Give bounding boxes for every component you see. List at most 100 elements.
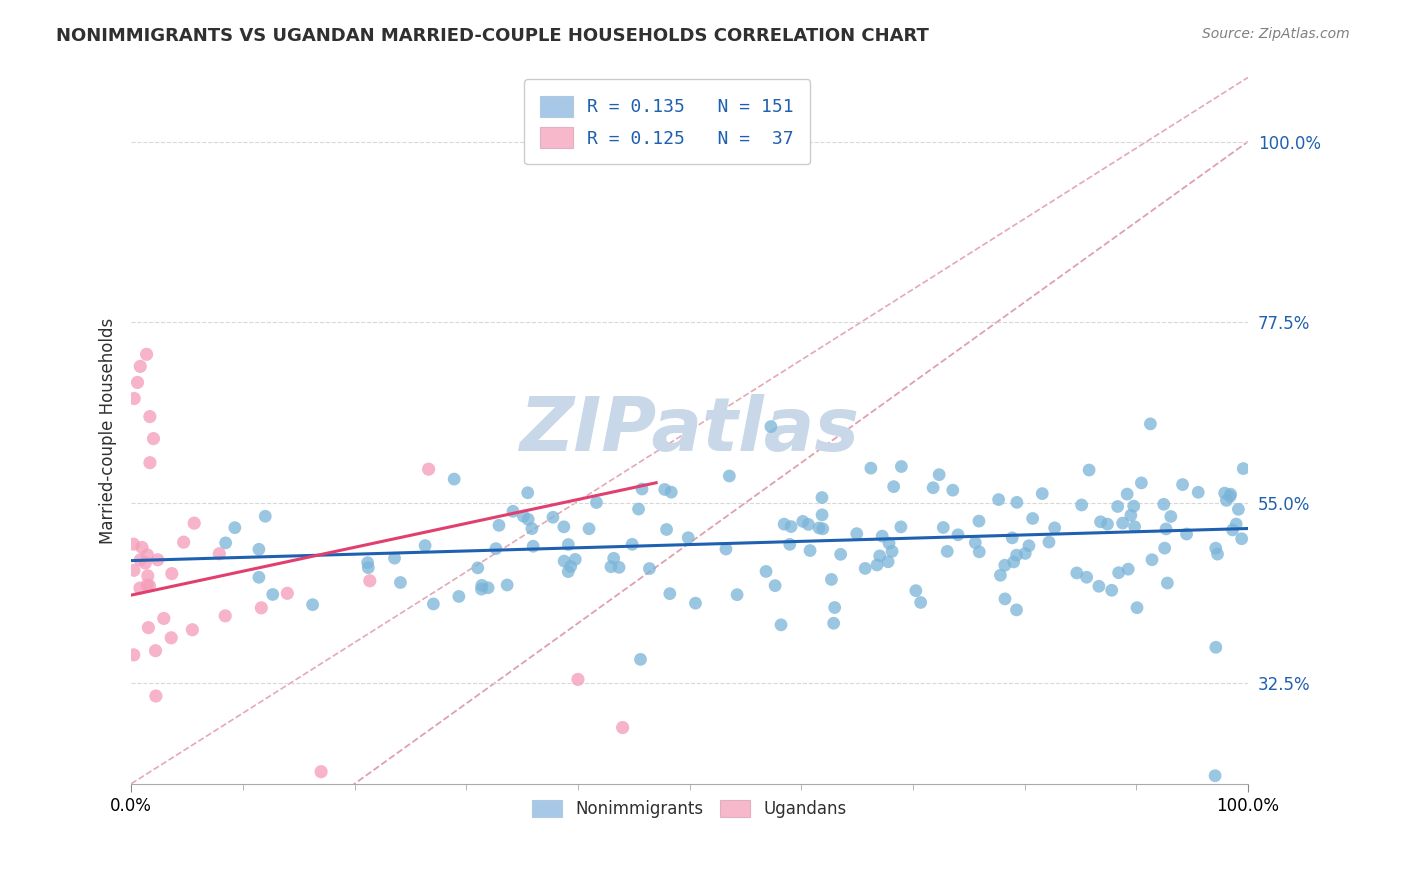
Point [224,521,246,535]
Point [654,483,676,497]
Point [1001,531,1024,545]
Point [1205,541,1227,556]
Point [676,531,699,545]
Point [638,561,661,575]
Point [129,359,152,374]
Point [1204,769,1226,783]
Point [621,537,644,551]
Point [965,535,987,549]
Point [1066,566,1088,580]
Point [769,617,792,632]
Point [799,543,821,558]
Point [145,643,167,657]
Point [553,520,575,534]
Point [685,596,707,610]
Point [146,553,169,567]
Point [1031,486,1053,500]
Point [522,539,544,553]
Point [1219,490,1241,504]
Point [585,495,607,509]
Point [129,581,152,595]
Y-axis label: Married-couple Households: Married-couple Households [100,318,117,544]
Point [1088,579,1111,593]
Point [936,544,959,558]
Point [301,598,323,612]
Point [967,514,990,528]
Point [866,558,889,572]
Point [811,522,834,536]
Point [1154,522,1177,536]
Point [714,542,737,557]
Point [1005,495,1028,509]
Point [553,554,575,568]
Point [627,502,650,516]
Point [138,621,160,635]
Point [1171,477,1194,491]
Point [990,568,1012,582]
Point [1107,500,1129,514]
Point [904,583,927,598]
Point [1005,603,1028,617]
Point [932,520,955,534]
Point [1116,487,1139,501]
Point [129,553,152,567]
Point [718,469,741,483]
Point [122,563,145,577]
Point [1038,535,1060,549]
Point [1021,511,1043,525]
Point [630,652,652,666]
Point [1097,517,1119,532]
Point [173,535,195,549]
Point [359,574,381,588]
Point [1156,576,1178,591]
Point [725,588,748,602]
Point [309,764,332,779]
Point [658,587,681,601]
Point [890,459,912,474]
Point [763,579,786,593]
Point [922,481,945,495]
Point [357,560,380,574]
Point [502,504,524,518]
Point [1232,461,1254,475]
Point [1078,463,1101,477]
Point [830,547,852,561]
Point [811,491,834,505]
Point [516,485,538,500]
Point [127,376,149,390]
Point [1014,546,1036,560]
Point [131,541,153,555]
Point [1122,499,1144,513]
Point [160,566,183,581]
Point [1119,508,1142,523]
Point [139,409,162,424]
Point [214,608,236,623]
Point [447,590,470,604]
Point [1225,517,1247,532]
Point [877,536,900,550]
Point [214,536,236,550]
Point [560,559,582,574]
Point [356,556,378,570]
Point [631,482,654,496]
Point [797,517,820,532]
Point [1116,562,1139,576]
Point [603,551,626,566]
Point [1175,527,1198,541]
Point [181,623,204,637]
Point [567,673,589,687]
Point [880,544,903,558]
Point [557,537,579,551]
Point [780,519,803,533]
Point [811,508,834,522]
Point [1123,519,1146,533]
Point [488,518,510,533]
Point [254,509,277,524]
Point [578,522,600,536]
Point [512,509,534,524]
Point [890,520,912,534]
Point [520,522,543,536]
Point [136,548,159,562]
Legend: Nonimmigrants, Ugandans: Nonimmigrants, Ugandans [526,793,853,825]
Point [517,512,540,526]
